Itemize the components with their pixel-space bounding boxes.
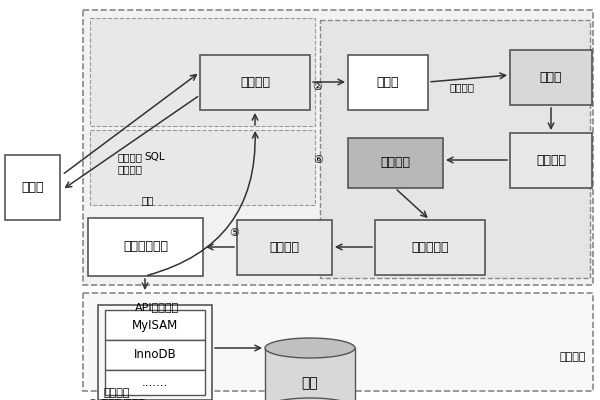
Bar	[5, 155, 60, 220]
Text: ① 客户端/服务器: ① 客户端/服务器	[88, 398, 145, 400]
Bar	[320, 20, 590, 278]
Bar	[90, 130, 315, 205]
Bar	[98, 305, 212, 400]
Text: API接口查询: API接口查询	[135, 302, 179, 312]
Bar	[105, 310, 205, 340]
Text: 查询执行引擎: 查询执行引擎	[123, 240, 168, 254]
Text: 存储引擎: 存储引擎	[560, 352, 587, 362]
Bar	[88, 218, 203, 276]
Bar	[265, 348, 355, 400]
Text: 结果: 结果	[142, 195, 154, 205]
Text: InnoDB: InnoDB	[134, 348, 176, 362]
Bar	[90, 18, 315, 126]
Text: 查询缓存: 查询缓存	[240, 76, 270, 89]
Text: 查询优化器: 查询优化器	[411, 241, 449, 254]
Text: 解析树: 解析树	[540, 71, 562, 84]
Bar	[348, 55, 428, 110]
Bar	[348, 138, 443, 188]
Text: ⑥: ⑥	[313, 155, 323, 165]
Bar	[375, 220, 485, 275]
Bar	[105, 370, 205, 395]
Bar	[83, 10, 593, 285]
Bar	[510, 133, 592, 188]
Text: 缓存结果: 缓存结果	[118, 152, 143, 162]
Text: 返回结果: 返回结果	[118, 164, 143, 174]
Text: 通信协议: 通信协议	[103, 388, 130, 398]
Text: 客户端: 客户端	[21, 181, 44, 194]
Bar	[105, 340, 205, 370]
Text: ⑤: ⑤	[229, 228, 239, 238]
Text: SQL: SQL	[145, 152, 166, 162]
Text: 执行计划: 执行计划	[269, 241, 299, 254]
Ellipse shape	[265, 398, 355, 400]
Text: 数据: 数据	[302, 376, 319, 390]
Text: 预处理器: 预处理器	[536, 154, 566, 167]
Bar	[510, 50, 592, 105]
Text: ②: ②	[312, 82, 322, 92]
Text: 语法解析: 语法解析	[449, 82, 474, 92]
Text: 解析器: 解析器	[377, 76, 399, 89]
Bar	[200, 55, 310, 110]
Ellipse shape	[265, 338, 355, 358]
Text: .......: .......	[142, 376, 168, 389]
Bar	[83, 293, 593, 391]
Bar	[237, 220, 332, 275]
Text: 新解析树: 新解析树	[380, 156, 410, 170]
Text: MyISAM: MyISAM	[132, 318, 178, 332]
